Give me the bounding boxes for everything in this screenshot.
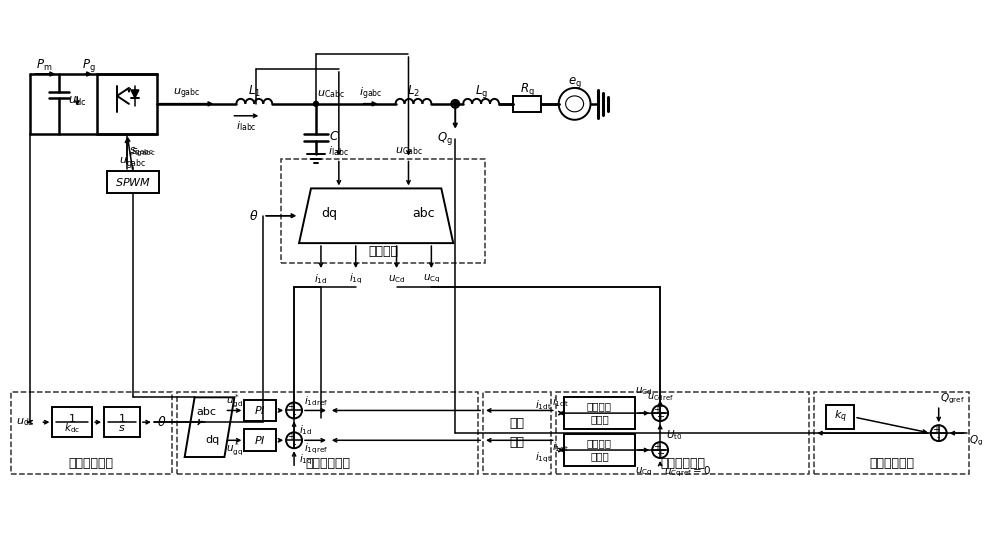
Text: +: + xyxy=(653,442,661,452)
Text: $Q_{\rm g}$: $Q_{\rm g}$ xyxy=(969,434,984,448)
Text: +: + xyxy=(287,402,295,413)
Bar xyxy=(826,405,854,429)
Text: $u_{\rm Cq}$: $u_{\rm Cq}$ xyxy=(635,466,653,478)
Text: $\theta$: $\theta$ xyxy=(249,209,258,223)
Text: +: + xyxy=(656,412,664,422)
Text: $k_q$: $k_q$ xyxy=(834,409,847,425)
Text: +: + xyxy=(287,432,295,442)
Text: $u_{\rm gabc}$: $u_{\rm gabc}$ xyxy=(173,87,200,101)
Text: -: - xyxy=(292,439,296,449)
Text: +: + xyxy=(653,405,661,415)
Text: $i_{\rm Iabc}$: $i_{\rm Iabc}$ xyxy=(328,144,349,158)
Text: $u_{\rm Cd}$: $u_{\rm Cd}$ xyxy=(388,273,405,285)
Text: $s_{\rm gabc}$: $s_{\rm gabc}$ xyxy=(131,147,155,159)
Text: $R_{\rm g}$: $R_{\rm g}$ xyxy=(520,82,534,99)
Text: $i_{\rm 1dt}$: $i_{\rm 1dt}$ xyxy=(552,395,569,409)
Text: $u^*_{\rm gabc}$: $u^*_{\rm gabc}$ xyxy=(119,150,147,173)
Text: $u_{\rm Cdref}$: $u_{\rm Cdref}$ xyxy=(647,391,674,403)
Text: $U_{\rm t0}$: $U_{\rm t0}$ xyxy=(666,428,682,442)
Text: $i_{\rm 1qt}$: $i_{\rm 1qt}$ xyxy=(552,441,569,455)
Circle shape xyxy=(453,101,458,107)
Text: $i_{\rm 1qt}$: $i_{\rm 1qt}$ xyxy=(535,451,552,465)
Text: $Q_{\rm g}$: $Q_{\rm g}$ xyxy=(437,130,453,147)
Bar xyxy=(483,392,551,474)
Text: 环节: 环节 xyxy=(509,437,524,449)
Text: 虚拟阻抗: 虚拟阻抗 xyxy=(587,401,612,411)
Bar xyxy=(107,172,159,193)
Text: $u_{\rm Cqref}=0$: $u_{\rm Cqref}=0$ xyxy=(664,465,712,479)
Text: $\theta$: $\theta$ xyxy=(157,415,166,429)
Text: $u_{\rm Cabc}$: $u_{\rm Cabc}$ xyxy=(395,144,422,157)
Bar xyxy=(52,407,92,437)
Text: $i_{\rm gabc}$: $i_{\rm gabc}$ xyxy=(359,86,382,102)
Text: 交流电压控制: 交流电压控制 xyxy=(660,457,705,471)
Text: $i_{\rm 1d}$: $i_{\rm 1d}$ xyxy=(299,423,313,437)
Text: $i_{\rm 1q}$: $i_{\rm 1q}$ xyxy=(299,453,313,467)
Text: $C$: $C$ xyxy=(329,130,339,143)
Text: $u_{\rm Cabc}$: $u_{\rm Cabc}$ xyxy=(317,88,345,100)
Text: 交流电流控制: 交流电流控制 xyxy=(305,457,350,471)
Bar xyxy=(11,392,172,474)
Text: $Q_{\rm gref}$: $Q_{\rm gref}$ xyxy=(940,391,965,406)
Text: $i_{\rm 1qref}$: $i_{\rm 1qref}$ xyxy=(304,442,328,456)
Text: abc: abc xyxy=(197,407,217,417)
Text: 控制器: 控制器 xyxy=(590,451,609,461)
Text: $i_{\rm 1d}$: $i_{\rm 1d}$ xyxy=(314,272,328,286)
Text: $s_{\rm gabc}$: $s_{\rm gabc}$ xyxy=(129,146,153,158)
Bar xyxy=(97,74,157,134)
Text: abc: abc xyxy=(412,206,435,220)
Bar xyxy=(556,392,809,474)
Text: $u_{\rm dc}$: $u_{\rm dc}$ xyxy=(68,95,87,108)
Text: dq: dq xyxy=(321,206,337,220)
Text: $L_2$: $L_2$ xyxy=(407,84,420,100)
Text: dq: dq xyxy=(205,435,220,445)
Text: $i_{\rm 1dt}$: $i_{\rm 1dt}$ xyxy=(535,398,552,412)
Text: -: - xyxy=(292,409,296,419)
Text: 直流电压控制: 直流电压控制 xyxy=(69,457,114,471)
Text: $k_{\rm dc}$: $k_{\rm dc}$ xyxy=(64,421,80,435)
Text: 限幅: 限幅 xyxy=(509,417,524,430)
Text: 坐标变换: 坐标变换 xyxy=(368,245,398,257)
Text: $P_{\rm m}$: $P_{\rm m}$ xyxy=(36,58,53,72)
Text: $SPWM$: $SPWM$ xyxy=(115,176,151,189)
Text: 无功功率控制: 无功功率控制 xyxy=(869,457,914,471)
Text: $i_{\rm 1dref}$: $i_{\rm 1dref}$ xyxy=(304,394,328,408)
Text: +: + xyxy=(656,449,664,459)
Text: $L_1$: $L_1$ xyxy=(248,84,261,100)
Text: $s$: $s$ xyxy=(118,423,126,433)
Circle shape xyxy=(313,101,318,107)
Text: $P_{\rm g}$: $P_{\rm g}$ xyxy=(82,56,96,74)
Bar xyxy=(104,407,140,437)
Text: +: + xyxy=(932,425,940,435)
Text: $u_{\rm Cq}$: $u_{\rm Cq}$ xyxy=(423,273,440,285)
Text: $1$: $1$ xyxy=(118,412,126,424)
Bar xyxy=(281,158,485,263)
Text: $1$: $1$ xyxy=(68,412,76,424)
Text: $i_{\rm 1q}$: $i_{\rm 1q}$ xyxy=(349,272,362,286)
Text: $e_{\rm g}$: $e_{\rm g}$ xyxy=(568,76,581,91)
Text: 虚拟阻抗: 虚拟阻抗 xyxy=(587,438,612,448)
Text: $i_{\rm labc}$: $i_{\rm labc}$ xyxy=(236,119,257,133)
Bar xyxy=(564,397,635,429)
Polygon shape xyxy=(131,90,139,98)
Bar xyxy=(564,434,635,466)
Text: 控制器: 控制器 xyxy=(590,414,609,424)
Text: $u_{\rm Cd}$: $u_{\rm Cd}$ xyxy=(635,385,653,397)
Bar xyxy=(513,96,541,112)
Text: $PI$: $PI$ xyxy=(254,405,266,416)
Text: $u_{\rm dc}$: $u_{\rm dc}$ xyxy=(16,416,33,428)
Text: $PI$: $PI$ xyxy=(254,434,266,446)
Text: $L_{\rm g}$: $L_{\rm g}$ xyxy=(475,84,488,100)
Bar xyxy=(244,400,276,422)
Bar xyxy=(244,430,276,451)
Text: $u^*_{\rm gq}$: $u^*_{\rm gq}$ xyxy=(226,441,243,458)
Text: $u^*_{\rm gd}$: $u^*_{\rm gd}$ xyxy=(226,393,243,410)
Bar xyxy=(177,392,478,474)
Text: -: - xyxy=(937,432,940,442)
Bar xyxy=(814,392,969,474)
